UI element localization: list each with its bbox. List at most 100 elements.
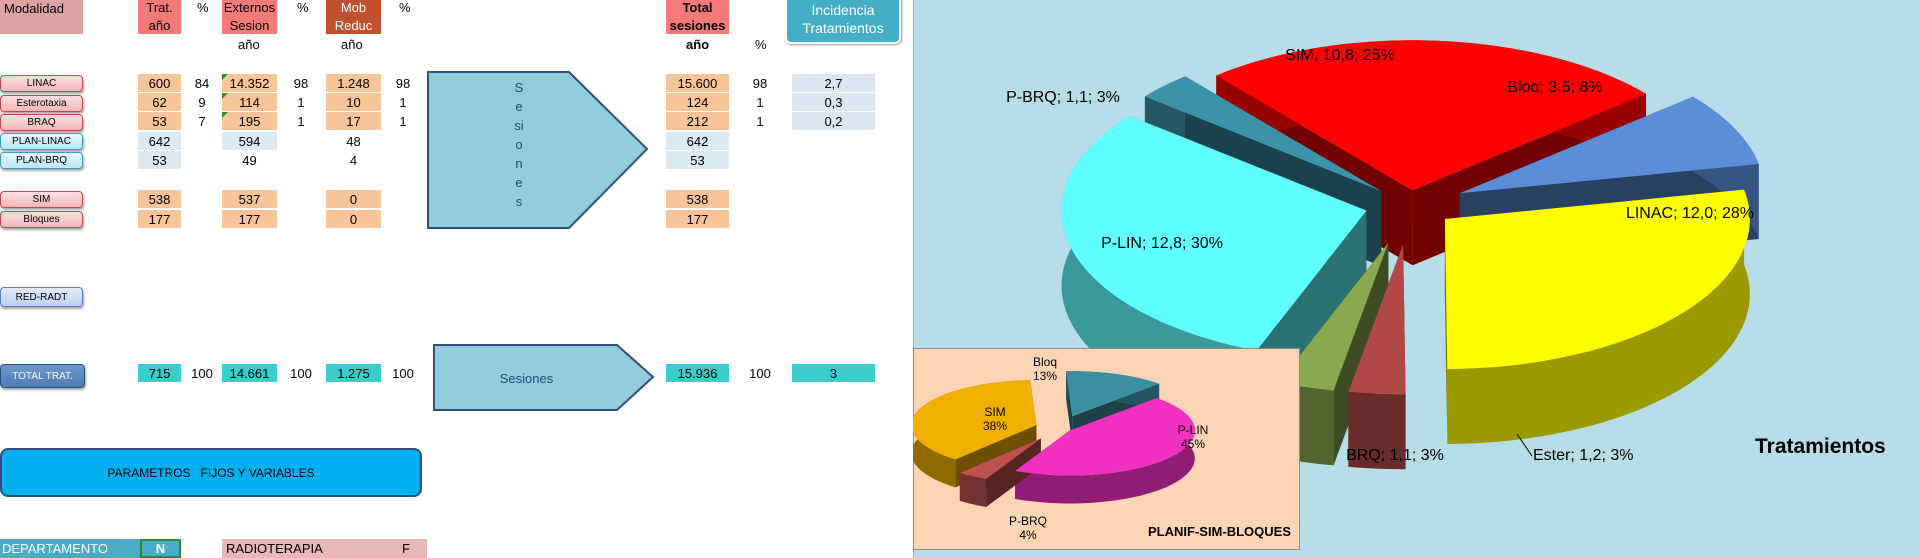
cell-braq-inc: 0,2 [792, 112, 875, 130]
pie-label-brq: BRQ; 1,1; 3% [1346, 447, 1444, 464]
row-button-braq[interactable]: BRAQ [0, 114, 83, 131]
cell-planbrq-trat: 53 [138, 151, 181, 169]
pie-label-bloq: Bloq; 3,5; 8% [1507, 79, 1602, 96]
pie-label-bloq: Bloq 13% [1033, 355, 1057, 383]
cell-sim-ext: 537 [222, 190, 277, 208]
row-button-plan-linac[interactable]: PLAN-LINAC [0, 133, 83, 150]
cell-ester-ext: 114 [222, 93, 277, 111]
cell-braq-p3: 1 [399, 113, 407, 129]
header-mob-line2: Reduc [334, 18, 373, 33]
planif-chart-title: PLANIF-SIM-BLOQUES [1148, 524, 1291, 539]
cell-bloques-mob: 0 [326, 210, 381, 228]
cell-sim-total: 538 [666, 190, 729, 208]
cell-sim-mob: 0 [326, 190, 381, 208]
pie-slice-brq [1278, 242, 1389, 391]
cell-planlinac-trat: 642 [138, 132, 181, 150]
cell-total-p4: 100 [749, 365, 771, 381]
header-trat-line1: Trat. [146, 0, 173, 15]
departamento-name: RADIOTERAPIA [222, 539, 427, 558]
header-trat-ano: Trat. año [138, 0, 181, 34]
pie-label-ester-leader [1516, 433, 1533, 457]
cell-ester-trat: 62 [138, 93, 181, 111]
parametros-button[interactable]: PARAMETROS FIJOS Y VARIABLES [0, 448, 422, 497]
pie-slice-p-brq [1144, 76, 1382, 192]
cell-linac-trat: 600 [138, 74, 181, 92]
header-total-line1: Total [682, 0, 713, 15]
subheader-ano-total: año [686, 37, 710, 52]
pie-label-sim: SIM; 10,8; 25% [1285, 47, 1394, 64]
pie-label-p-brq: P-BRQ; 1,1; 3% [1006, 89, 1120, 106]
sesiones-arrow-vertical [427, 71, 649, 229]
pie-slice-ester-side [1348, 391, 1406, 470]
cell-total-total: 15.936 [666, 364, 729, 382]
cell-bloques-trat: 177 [138, 210, 181, 228]
cell-linac-p2: 98 [293, 75, 309, 91]
cell-linac-total: 15.600 [666, 74, 729, 92]
pie-slice-linac [1444, 189, 1750, 369]
header-pct1: % [197, 0, 209, 15]
cell-ester-p1: 9 [198, 94, 206, 110]
sesiones-vertical-text: Sesiones [514, 80, 524, 209]
pie-slice-p-lin [1061, 115, 1367, 351]
planif-pie-chart: Bloq 13% P-LIN 45% P-BRQ 4% SIM 38% [913, 355, 1209, 542]
pie-slice-bloq [1459, 96, 1759, 194]
pie-slice-bloq [1066, 371, 1160, 417]
cell-linac-p3: 98 [395, 75, 411, 91]
cell-linac-mob: 1.248 [326, 74, 381, 92]
header-total-sesiones: Total sesiones [666, 0, 729, 34]
header-pct2: % [297, 0, 309, 15]
cell-total-mob: 1.275 [326, 364, 381, 382]
comment-marker-2 [222, 93, 228, 99]
pie-label-sim: SIM 38% [983, 405, 1007, 433]
pie-slice-ester [1348, 244, 1406, 395]
departamento-code-input[interactable]: N [140, 539, 181, 558]
cell-total-ext: 14.661 [222, 364, 277, 382]
pie-slice-sim [1216, 40, 1647, 191]
row-button-sim[interactable]: SIM [0, 191, 83, 208]
pie-slice-linac-side [1447, 189, 1750, 444]
pie-label-ester: Ester; 1,2; 3% [1533, 447, 1634, 464]
cell-ester-total: 124 [666, 93, 729, 111]
cell-total-trat: 715 [138, 364, 181, 382]
header-mob-reduc: Mob Reduc [326, 0, 381, 34]
row-button-linac[interactable]: LINAC [0, 75, 83, 92]
header-externos-line1: Externos [223, 0, 276, 15]
cell-total-p1: 100 [191, 365, 213, 381]
cell-braq-p4: 1 [756, 113, 764, 129]
cell-braq-ext: 195 [222, 112, 277, 130]
cell-planbrq-ext: 49 [242, 152, 257, 168]
cell-sim-trat: 538 [138, 190, 181, 208]
cell-planlinac-total: 642 [666, 132, 729, 150]
cell-ester-mob: 10 [326, 93, 381, 111]
cell-total-p3: 100 [392, 365, 414, 381]
header-incidencia: Incidencia Tratamientos [785, 0, 901, 44]
cell-linac-p1: 84 [194, 75, 210, 91]
cell-planlinac-ext: 594 [222, 132, 277, 150]
row-button-esterotaxia[interactable]: Esterotaxia [0, 95, 83, 112]
total-trat-button[interactable]: TOTAL TRAT. [0, 364, 85, 388]
cell-planbrq-mob: 4 [349, 152, 358, 168]
cell-linac-ext: 14.352 [222, 74, 277, 92]
header-pct3: % [399, 0, 411, 15]
cell-linac-inc: 2,7 [792, 74, 875, 92]
cell-total-p2: 100 [290, 365, 312, 381]
header-modalidad-text: Modalidad [4, 1, 64, 16]
pie-label-p-lin: P-LIN 45% [1178, 423, 1209, 451]
header-incidencia-line1: Incidencia [811, 2, 875, 18]
subheader-pct: % [755, 37, 767, 52]
tratamientos-pie-chart: SIM; 10,8; 25% Bloq; 3,5; 8% LINAC; 12,0; … [1006, 40, 1759, 470]
sesiones-arrow-horizontal [433, 344, 655, 411]
cell-braq-trat: 53 [138, 112, 181, 130]
red-radt-button[interactable]: RED-RADT [0, 287, 83, 307]
header-trat-line2: año [148, 18, 171, 33]
pie-label-linac: LINAC; 12,0; 28% [1626, 205, 1754, 222]
cell-planlinac-mob: 48 [346, 133, 361, 149]
header-incidencia-line2: Tratamientos [802, 20, 884, 36]
pie-slice-p-brq-side [959, 472, 987, 507]
row-button-plan-brq[interactable]: PLAN-BRQ [0, 152, 83, 169]
pie-slice-p-brq [959, 438, 1041, 479]
row-button-bloques[interactable]: Bloques [0, 211, 83, 228]
cell-ester-inc: 0,3 [792, 93, 875, 111]
cell-bloques-ext: 177 [222, 210, 277, 228]
cell-braq-total: 212 [666, 112, 729, 130]
